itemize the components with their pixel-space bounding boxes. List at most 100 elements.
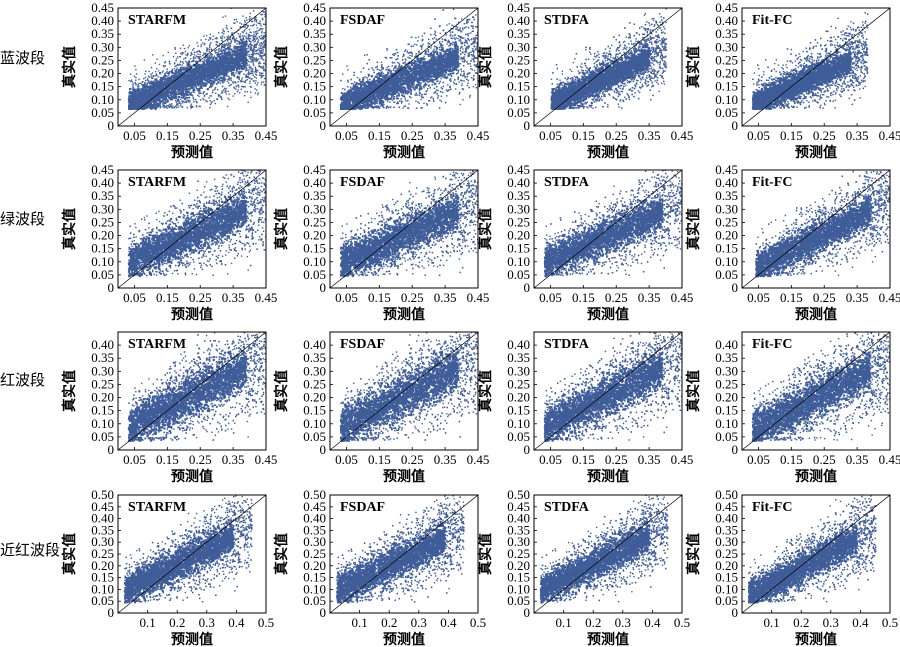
data-point [255, 44, 256, 45]
data-point [191, 54, 192, 55]
data-point [253, 24, 254, 25]
data-point [229, 99, 230, 100]
data-point [232, 81, 233, 82]
data-point [248, 64, 249, 65]
data-point [253, 34, 254, 35]
data-point [158, 70, 159, 71]
data-point [246, 67, 247, 68]
data-point [198, 93, 199, 94]
scatter-panel: STARFM00.050.100.150.200.250.300.350.400… [61, 0, 277, 161]
data-point [225, 90, 226, 91]
data-point [261, 84, 262, 85]
data-point [253, 41, 254, 42]
data-point [257, 32, 258, 33]
data-point [238, 71, 240, 73]
data-point [156, 82, 158, 84]
data-point [151, 92, 153, 94]
data-point [218, 54, 219, 55]
data-point [192, 95, 193, 96]
data-point [236, 68, 238, 70]
data-point [204, 57, 205, 58]
data-point [238, 81, 239, 82]
data-point [193, 48, 194, 49]
data-point [166, 95, 168, 97]
data-point [162, 106, 163, 107]
data-point [255, 80, 256, 81]
data-point [248, 38, 249, 39]
data-point [228, 82, 229, 83]
y-tick-label: 0.40 [91, 13, 114, 28]
data-point [253, 38, 254, 39]
data-point [258, 49, 259, 50]
data-point [211, 48, 212, 49]
data-point [180, 77, 182, 79]
data-point [175, 93, 177, 95]
data-point [191, 73, 193, 75]
data-point [180, 105, 181, 106]
data-point [202, 55, 203, 56]
data-point [263, 59, 264, 60]
data-point [241, 41, 243, 43]
data-point [236, 43, 237, 44]
data-point [259, 23, 260, 24]
data-point [222, 90, 223, 91]
data-point [243, 32, 244, 33]
data-point [227, 28, 228, 29]
data-point [135, 108, 137, 110]
data-point [167, 108, 168, 109]
data-point [262, 59, 263, 60]
data-point [145, 80, 146, 81]
data-point [188, 61, 190, 63]
panel-label: STARFM [128, 13, 186, 28]
data-point [210, 37, 211, 38]
data-point [219, 80, 220, 81]
data-point [240, 56, 242, 58]
data-point [224, 71, 226, 73]
data-point [165, 93, 167, 95]
data-point [206, 70, 208, 72]
data-point [132, 81, 133, 82]
data-point [163, 95, 165, 97]
data-point [201, 64, 203, 66]
data-point [223, 89, 224, 90]
data-point [218, 48, 219, 49]
data-point [219, 57, 221, 59]
data-point [185, 97, 186, 98]
data-point [174, 63, 175, 64]
data-point [200, 92, 201, 93]
data-point [208, 75, 210, 77]
data-point [237, 64, 239, 66]
data-point [159, 83, 161, 85]
x-tick-label: 0.15 [156, 128, 179, 143]
data-point [222, 62, 224, 64]
data-point [225, 59, 227, 61]
data-point [228, 91, 229, 92]
data-point [184, 102, 185, 103]
data-point [175, 53, 176, 54]
data-point [215, 38, 216, 39]
data-point [193, 101, 194, 102]
data-point [129, 95, 131, 97]
data-point [245, 44, 247, 46]
data-point [247, 41, 248, 42]
data-point [181, 67, 182, 68]
data-point [245, 82, 246, 83]
data-point [211, 86, 212, 87]
data-point [234, 87, 235, 88]
data-point [173, 56, 174, 57]
y-tick-label: 0.45 [91, 0, 114, 15]
x-tick-label: 0.05 [123, 128, 146, 143]
data-point [256, 45, 257, 46]
data-point [262, 44, 263, 45]
data-point [195, 84, 197, 86]
data-point [261, 75, 262, 76]
data-point [240, 80, 241, 81]
data-point [167, 69, 168, 70]
data-point [134, 102, 136, 104]
data-point [211, 57, 212, 58]
data-point [232, 53, 234, 55]
data-point [180, 48, 181, 49]
data-point [154, 104, 156, 106]
data-point [180, 61, 181, 62]
